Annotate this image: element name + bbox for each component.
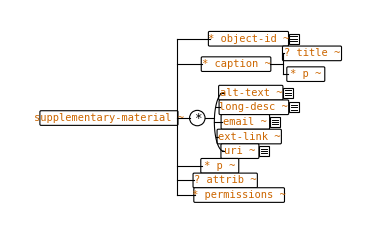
Text: * p ~: * p ~	[290, 69, 321, 79]
Text: * p ~: * p ~	[204, 161, 236, 171]
Text: supplementary-material ~: supplementary-material ~	[34, 113, 184, 123]
FancyBboxPatch shape	[201, 158, 239, 173]
Text: uri ~: uri ~	[224, 146, 256, 156]
FancyBboxPatch shape	[289, 102, 299, 112]
Text: * permissions ~: * permissions ~	[192, 190, 286, 200]
FancyBboxPatch shape	[259, 146, 269, 156]
FancyBboxPatch shape	[283, 88, 293, 98]
FancyBboxPatch shape	[40, 111, 178, 125]
Text: * caption ~: * caption ~	[202, 59, 270, 69]
Text: ? title ~: ? title ~	[284, 48, 340, 58]
FancyBboxPatch shape	[221, 115, 270, 129]
Text: alt-text ~: alt-text ~	[220, 88, 282, 98]
FancyBboxPatch shape	[194, 188, 284, 202]
Text: ext-link ~: ext-link ~	[218, 132, 281, 141]
Text: *: *	[194, 112, 201, 125]
FancyBboxPatch shape	[282, 46, 341, 61]
FancyBboxPatch shape	[218, 85, 283, 100]
FancyBboxPatch shape	[217, 129, 281, 144]
FancyBboxPatch shape	[221, 144, 259, 158]
FancyBboxPatch shape	[287, 67, 325, 82]
FancyBboxPatch shape	[270, 117, 280, 127]
Text: email ~: email ~	[223, 117, 267, 127]
Text: long-desc ~: long-desc ~	[220, 102, 288, 112]
FancyBboxPatch shape	[201, 57, 271, 72]
Text: ? attrib ~: ? attrib ~	[194, 175, 256, 185]
Text: * object-id ~: * object-id ~	[208, 34, 289, 44]
FancyBboxPatch shape	[208, 31, 289, 46]
FancyBboxPatch shape	[193, 173, 257, 188]
FancyBboxPatch shape	[219, 100, 289, 115]
FancyBboxPatch shape	[289, 34, 299, 44]
